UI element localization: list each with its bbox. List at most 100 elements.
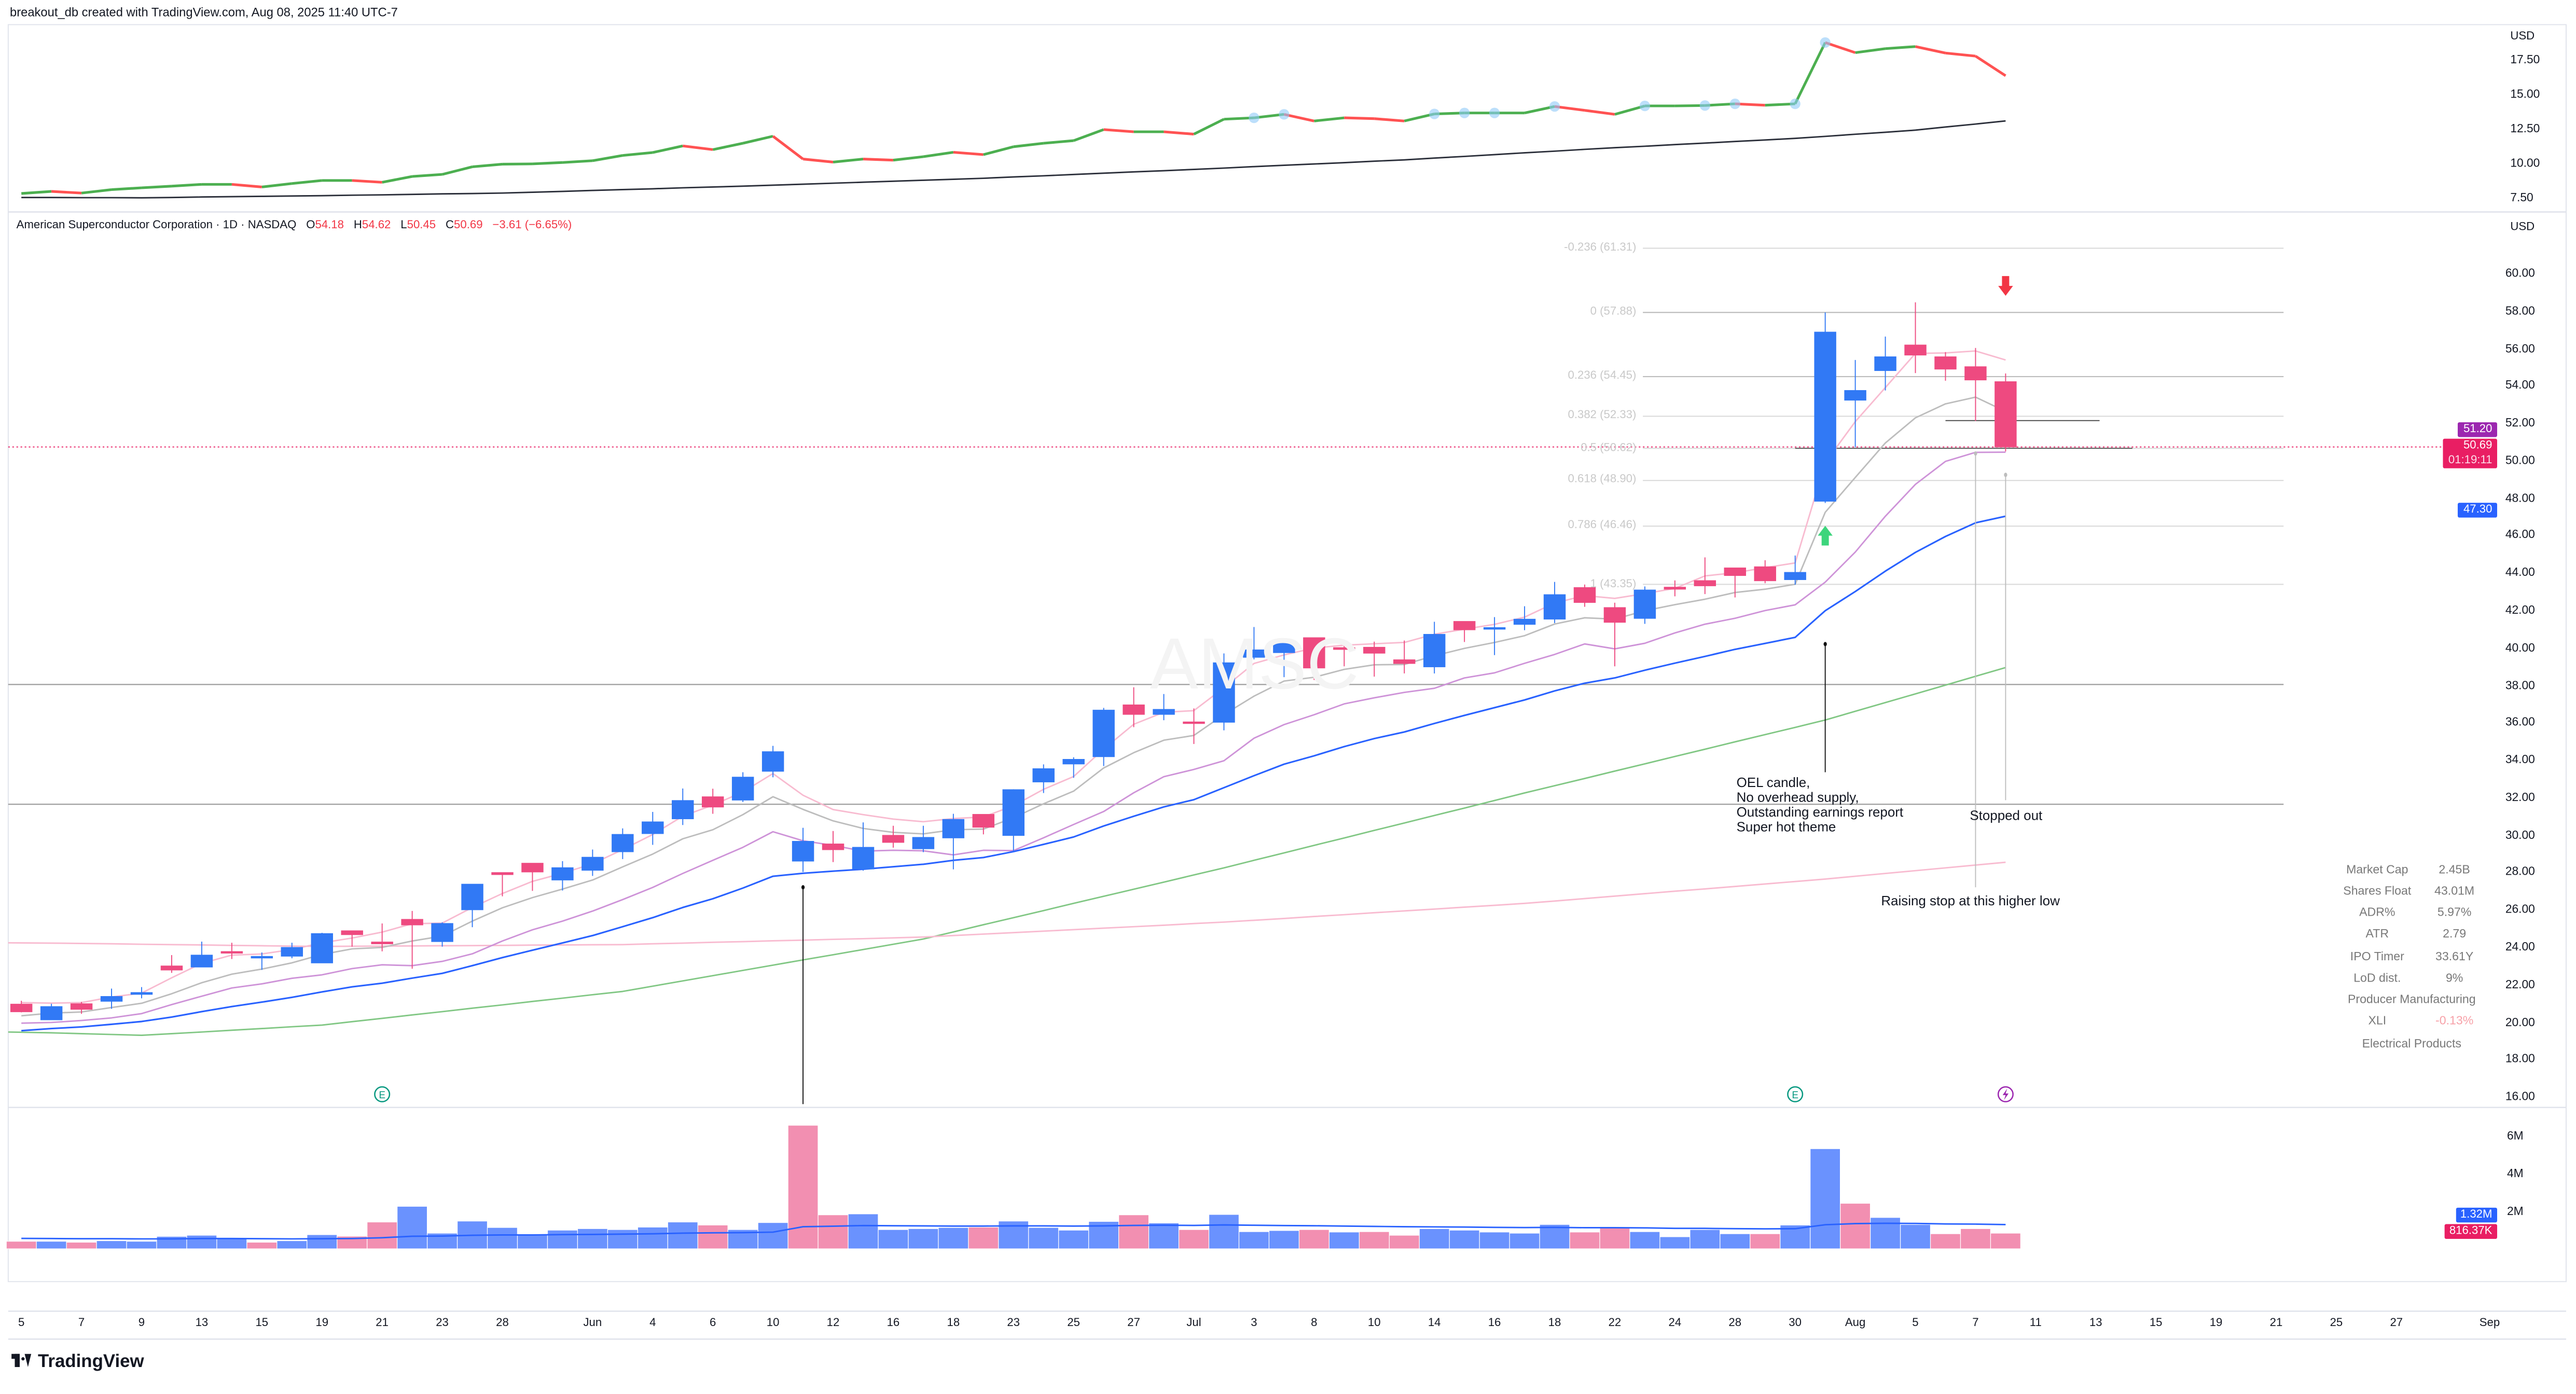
- symbol-legend: American Superconductor Corporation · 1D…: [17, 220, 572, 231]
- candle-body[interactable]: [1153, 709, 1175, 715]
- candle-body[interactable]: [1934, 356, 1957, 370]
- candle-body[interactable]: [1303, 637, 1325, 669]
- time-axis-tick: 28: [1728, 1318, 1742, 1330]
- candle-body[interactable]: [612, 834, 634, 852]
- candle-body[interactable]: [1333, 647, 1355, 650]
- volume-bar: [186, 1235, 217, 1249]
- candle-body[interactable]: [220, 951, 243, 954]
- candle-body[interactable]: [581, 857, 604, 871]
- candle-body[interactable]: [160, 965, 183, 971]
- candle-body[interactable]: [130, 992, 153, 995]
- candle-body[interactable]: [551, 867, 574, 880]
- candle-body[interactable]: [100, 996, 123, 1002]
- candle-body[interactable]: [1243, 649, 1265, 658]
- candle-body[interactable]: [1453, 621, 1476, 630]
- candle-body[interactable]: [1754, 566, 1776, 582]
- candle-body[interactable]: [251, 956, 273, 959]
- candle-body[interactable]: [431, 923, 453, 942]
- candle-body[interactable]: [852, 847, 875, 869]
- candle-body[interactable]: [371, 942, 393, 944]
- top-line-segment: [1975, 55, 2006, 77]
- annotation-leader-dot: [1823, 642, 1827, 646]
- volume-bar: [487, 1227, 518, 1249]
- top-line-segment: [592, 154, 623, 162]
- annotation-raising-stop[interactable]: Raising stop at this higher low: [1881, 893, 2060, 909]
- top-highlight-point: [1820, 37, 1831, 48]
- candle-body[interactable]: [461, 884, 483, 910]
- candle-body[interactable]: [70, 1003, 93, 1010]
- candle-body[interactable]: [1964, 366, 1987, 381]
- candle-body[interactable]: [311, 933, 333, 963]
- candle-body[interactable]: [1273, 642, 1295, 653]
- candle-body[interactable]: [1002, 789, 1025, 836]
- candle-body[interactable]: [1123, 705, 1145, 715]
- time-axis-tick: 7: [1972, 1318, 1979, 1330]
- symbol-watermark: AMSC: [1149, 624, 1359, 705]
- annotation-line: No overhead supply,: [1736, 790, 1859, 805]
- volume-bar: [757, 1222, 788, 1249]
- candle-body[interactable]: [761, 751, 784, 772]
- candle-body[interactable]: [1664, 587, 1686, 590]
- candle-body[interactable]: [942, 819, 965, 838]
- earnings-e-icon[interactable]: [374, 1086, 391, 1102]
- candle-body[interactable]: [1633, 589, 1656, 619]
- candle-body[interactable]: [1904, 344, 1927, 356]
- candle-body[interactable]: [1513, 618, 1536, 625]
- tradingview-logo[interactable]: TradingView: [11, 1352, 144, 1372]
- candle-body[interactable]: [1363, 646, 1386, 654]
- candle-body[interactable]: [731, 777, 754, 800]
- candle-body[interactable]: [1032, 768, 1055, 782]
- candle-body[interactable]: [912, 837, 935, 849]
- top-pane-currency[interactable]: USD: [2510, 31, 2535, 43]
- candle-body[interactable]: [1603, 607, 1626, 623]
- candle-body[interactable]: [1814, 332, 1836, 502]
- candle-body[interactable]: [1543, 594, 1566, 620]
- candle-body[interactable]: [1995, 381, 2017, 448]
- candle-body[interactable]: [521, 863, 544, 873]
- candle-body[interactable]: [1694, 580, 1716, 586]
- time-axis-tick: Jun: [583, 1318, 602, 1330]
- candle-body[interactable]: [1573, 587, 1596, 603]
- candle-body[interactable]: [701, 796, 724, 808]
- candle-body[interactable]: [491, 872, 514, 875]
- volume-bar: [577, 1228, 608, 1249]
- earnings-e-icon[interactable]: [1787, 1086, 1804, 1102]
- annotation-oel[interactable]: OEL candle, No overhead supply, Outstand…: [1737, 776, 1903, 835]
- time-axis-tick: 5: [1912, 1318, 1919, 1330]
- candle-body[interactable]: [1874, 356, 1896, 371]
- candle-body[interactable]: [1724, 567, 1746, 576]
- candle-body[interactable]: [1483, 627, 1506, 630]
- price-axis-tick: 44.00: [2505, 564, 2535, 580]
- candle-body[interactable]: [1092, 710, 1115, 757]
- time-axis-tick: 30: [1789, 1318, 1802, 1330]
- candle-body[interactable]: [672, 800, 694, 819]
- candle-body[interactable]: [281, 947, 303, 957]
- candle-body[interactable]: [1213, 662, 1235, 723]
- candle-body[interactable]: [882, 835, 905, 843]
- candle-body[interactable]: [1062, 759, 1085, 765]
- main-pane-currency[interactable]: USD: [2510, 222, 2535, 233]
- symbol-name[interactable]: American Superconductor Corporation · 1D…: [16, 220, 297, 232]
- candle-body[interactable]: [1393, 659, 1416, 664]
- candle-body[interactable]: [341, 930, 363, 935]
- candle-body[interactable]: [1784, 572, 1806, 580]
- candle-body[interactable]: [822, 844, 844, 850]
- candle-body[interactable]: [1423, 634, 1446, 668]
- annotation-stopped-out[interactable]: Stopped out: [1970, 808, 2043, 823]
- candle-body[interactable]: [642, 821, 664, 834]
- candle-body[interactable]: [1844, 390, 1866, 401]
- top-line-segment: [802, 158, 834, 163]
- candle-body[interactable]: [10, 1003, 33, 1012]
- candle-body[interactable]: [401, 919, 423, 926]
- time-axis-tick: 15: [2149, 1318, 2163, 1330]
- candle-body[interactable]: [792, 841, 814, 862]
- candle-body[interactable]: [1183, 721, 1205, 724]
- stat-value: 43.01M: [2434, 883, 2475, 898]
- top-line-segment: [712, 142, 743, 151]
- candle-body[interactable]: [40, 1006, 63, 1020]
- top-line-segment: [441, 165, 473, 176]
- candle-body[interactable]: [190, 955, 213, 968]
- candle-body[interactable]: [972, 814, 995, 828]
